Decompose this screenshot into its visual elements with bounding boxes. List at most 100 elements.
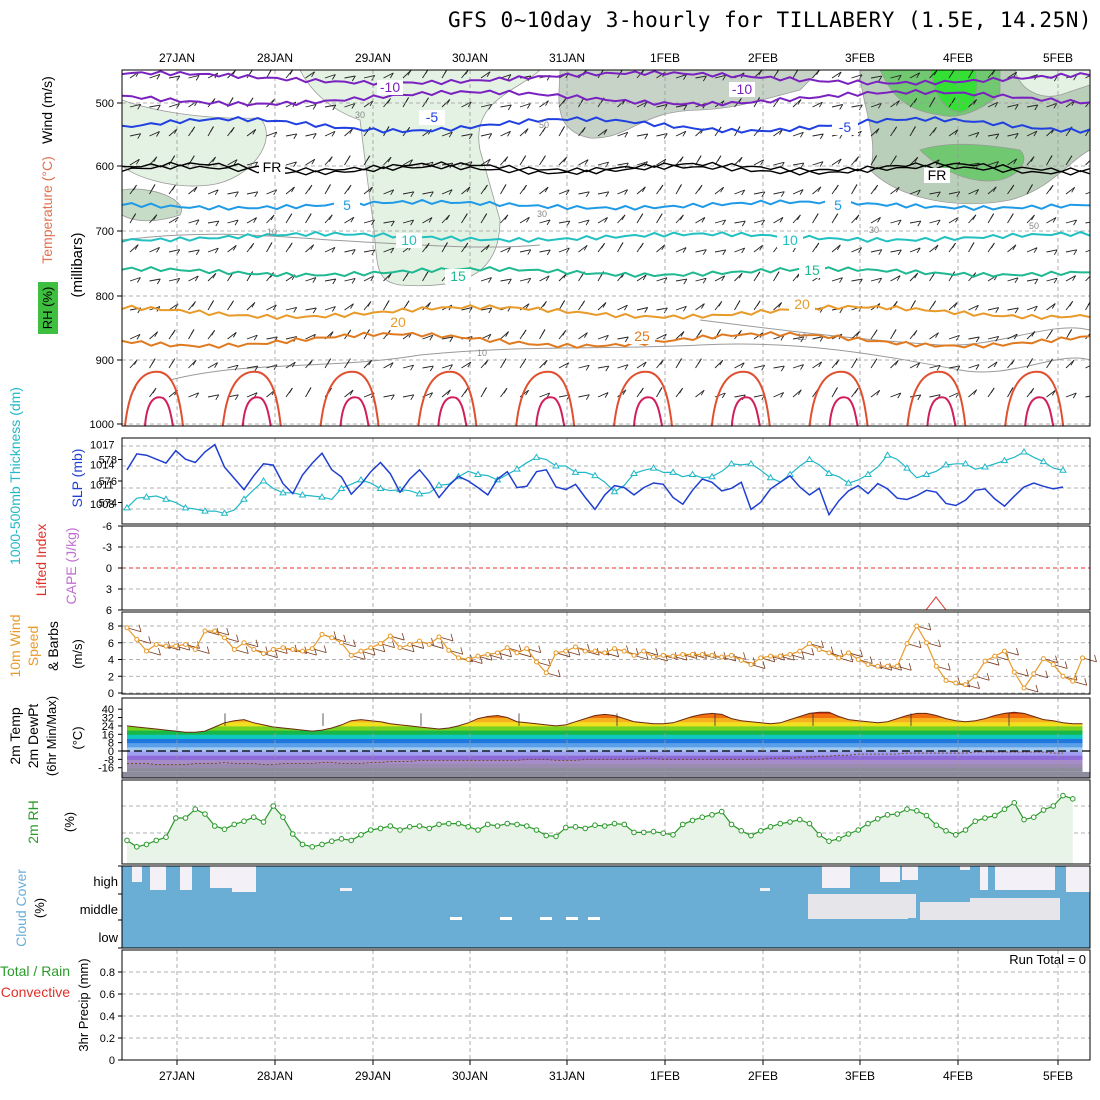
thickness-point bbox=[571, 468, 580, 475]
wind-speed-point bbox=[660, 652, 666, 658]
wind-barb bbox=[346, 155, 351, 161]
wind-speed-point bbox=[953, 680, 959, 686]
surface-temp-contour bbox=[828, 396, 859, 426]
wind-barb bbox=[636, 361, 647, 369]
wind-barb bbox=[349, 389, 354, 396]
wind-barb bbox=[429, 191, 434, 198]
wind-barb bbox=[977, 681, 980, 689]
wind-barb bbox=[636, 101, 648, 108]
wind-speed-point bbox=[1021, 685, 1027, 691]
rh-point bbox=[1040, 807, 1047, 813]
temp-tick: 16 bbox=[102, 729, 114, 741]
rh-point bbox=[397, 827, 403, 833]
temperature-contour-label: 5 bbox=[343, 197, 351, 213]
wind-barb bbox=[775, 271, 780, 277]
wind-barb bbox=[188, 392, 199, 398]
temp-band bbox=[127, 746, 1083, 752]
wind-barb bbox=[675, 130, 687, 137]
wind-barb bbox=[507, 247, 511, 253]
thickness-point bbox=[922, 470, 931, 478]
wind-barb bbox=[604, 217, 608, 223]
rh-axis-label: RH (%) bbox=[40, 287, 55, 330]
wind-speed-point bbox=[290, 646, 296, 652]
wind-barb bbox=[461, 361, 472, 369]
rh-point bbox=[660, 830, 667, 837]
wind-barb bbox=[129, 333, 141, 340]
wind-barb bbox=[327, 358, 332, 364]
wind-speed-point bbox=[241, 640, 247, 646]
rh-point bbox=[514, 821, 520, 828]
wind-barb bbox=[995, 133, 1000, 140]
wind-barb bbox=[293, 307, 298, 313]
wind-barb bbox=[773, 161, 785, 166]
wind-barb bbox=[819, 101, 823, 108]
high-cloud-gap bbox=[760, 888, 770, 891]
wind-barb bbox=[1085, 249, 1090, 253]
wind-barb bbox=[390, 247, 395, 254]
wind-barb bbox=[762, 661, 766, 669]
wind-barb bbox=[1014, 104, 1019, 110]
wind-barb bbox=[952, 242, 956, 249]
cloud-panel: high middle low bbox=[80, 865, 1090, 949]
wind-barb bbox=[890, 219, 902, 224]
wind-barb bbox=[990, 213, 995, 219]
thickness-point bbox=[942, 460, 950, 468]
wind-barb bbox=[896, 100, 900, 106]
wind-barb bbox=[837, 158, 842, 165]
wind-barb bbox=[519, 249, 531, 253]
wind-barb bbox=[153, 156, 158, 163]
wind-barb bbox=[429, 365, 434, 372]
wind-barb bbox=[1031, 331, 1036, 337]
wind-barb bbox=[305, 103, 317, 108]
wind-barb bbox=[931, 97, 936, 103]
wind-barb bbox=[210, 126, 214, 132]
wind-barb bbox=[870, 102, 882, 108]
wind-barb bbox=[837, 244, 841, 251]
surface-temp-contour bbox=[241, 396, 272, 426]
wind-barb bbox=[718, 301, 723, 307]
wind-barb bbox=[1073, 219, 1077, 226]
middle-cloud-gap bbox=[588, 917, 600, 920]
wind-barb bbox=[1065, 219, 1077, 224]
wind-barb bbox=[878, 103, 882, 109]
pressure-axis-label: (millibars) bbox=[69, 233, 86, 298]
wind-barb bbox=[854, 387, 859, 394]
wind-barb bbox=[507, 74, 512, 80]
wind-barb bbox=[519, 103, 531, 108]
wind-barb bbox=[441, 131, 453, 137]
wind-speed-axis-label: Speed bbox=[25, 626, 41, 666]
wind-barb bbox=[149, 246, 160, 253]
wind-barb bbox=[285, 161, 297, 166]
wind-barb bbox=[522, 155, 527, 161]
wind-barb bbox=[308, 184, 313, 191]
wind-barb bbox=[546, 219, 551, 226]
wind-barb bbox=[817, 186, 822, 193]
wind-barb bbox=[565, 189, 570, 196]
wind-barb bbox=[291, 361, 296, 368]
high-cloud-gap bbox=[880, 866, 900, 882]
wind-barb bbox=[129, 133, 141, 137]
temperature-contour-label: 15 bbox=[804, 262, 820, 278]
wind-barb bbox=[332, 104, 337, 111]
wind-barb bbox=[792, 162, 804, 166]
wind-barb bbox=[953, 302, 958, 308]
wind-speed-point bbox=[231, 646, 237, 652]
wind-barb bbox=[351, 249, 356, 255]
wind-speed-point bbox=[729, 652, 734, 658]
date-label-top: 1FEB bbox=[650, 51, 680, 65]
thickness-point bbox=[337, 484, 346, 492]
wind-barb bbox=[831, 277, 843, 282]
wind-barb bbox=[1014, 307, 1019, 314]
wind-barb bbox=[539, 392, 550, 398]
wind-barb bbox=[464, 242, 469, 249]
rh-point bbox=[592, 822, 598, 829]
wind-barb bbox=[246, 334, 258, 340]
wind-barb bbox=[1046, 303, 1056, 311]
wind-barb bbox=[190, 329, 195, 335]
wind-barb bbox=[328, 214, 333, 221]
rh-point bbox=[894, 811, 901, 817]
wind-barb bbox=[539, 249, 551, 253]
wind-barb bbox=[305, 244, 314, 253]
thickness-point bbox=[1000, 456, 1009, 464]
wind-barb bbox=[479, 656, 483, 664]
